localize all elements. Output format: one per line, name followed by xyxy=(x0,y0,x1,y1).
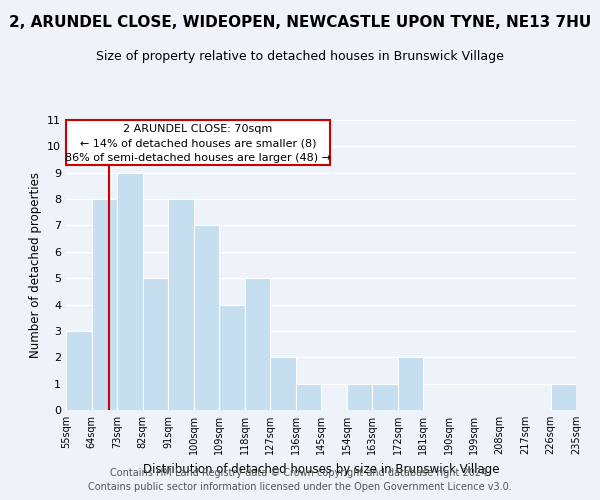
Bar xyxy=(91,199,117,410)
Text: 2 ARUNDEL CLOSE: 70sqm: 2 ARUNDEL CLOSE: 70sqm xyxy=(123,124,272,134)
Bar xyxy=(117,172,143,410)
Text: 86% of semi-detached houses are larger (48) →: 86% of semi-detached houses are larger (… xyxy=(65,153,331,163)
Bar xyxy=(372,384,398,410)
Y-axis label: Number of detached properties: Number of detached properties xyxy=(29,172,41,358)
Bar xyxy=(219,304,245,410)
X-axis label: Distribution of detached houses by size in Brunswick Village: Distribution of detached houses by size … xyxy=(143,462,499,475)
Bar xyxy=(551,384,576,410)
Text: Size of property relative to detached houses in Brunswick Village: Size of property relative to detached ho… xyxy=(96,50,504,63)
FancyBboxPatch shape xyxy=(66,120,329,165)
Bar xyxy=(398,358,423,410)
Bar xyxy=(66,331,91,410)
Bar xyxy=(143,278,168,410)
Text: 2, ARUNDEL CLOSE, WIDEOPEN, NEWCASTLE UPON TYNE, NE13 7HU: 2, ARUNDEL CLOSE, WIDEOPEN, NEWCASTLE UP… xyxy=(9,15,591,30)
Bar xyxy=(270,358,296,410)
Text: Contains public sector information licensed under the Open Government Licence v3: Contains public sector information licen… xyxy=(88,482,512,492)
Text: ← 14% of detached houses are smaller (8): ← 14% of detached houses are smaller (8) xyxy=(80,138,316,148)
Bar xyxy=(347,384,372,410)
Text: Contains HM Land Registry data © Crown copyright and database right 2024.: Contains HM Land Registry data © Crown c… xyxy=(110,468,490,477)
Bar xyxy=(194,226,219,410)
Bar xyxy=(245,278,270,410)
Bar xyxy=(168,199,194,410)
Bar xyxy=(296,384,321,410)
